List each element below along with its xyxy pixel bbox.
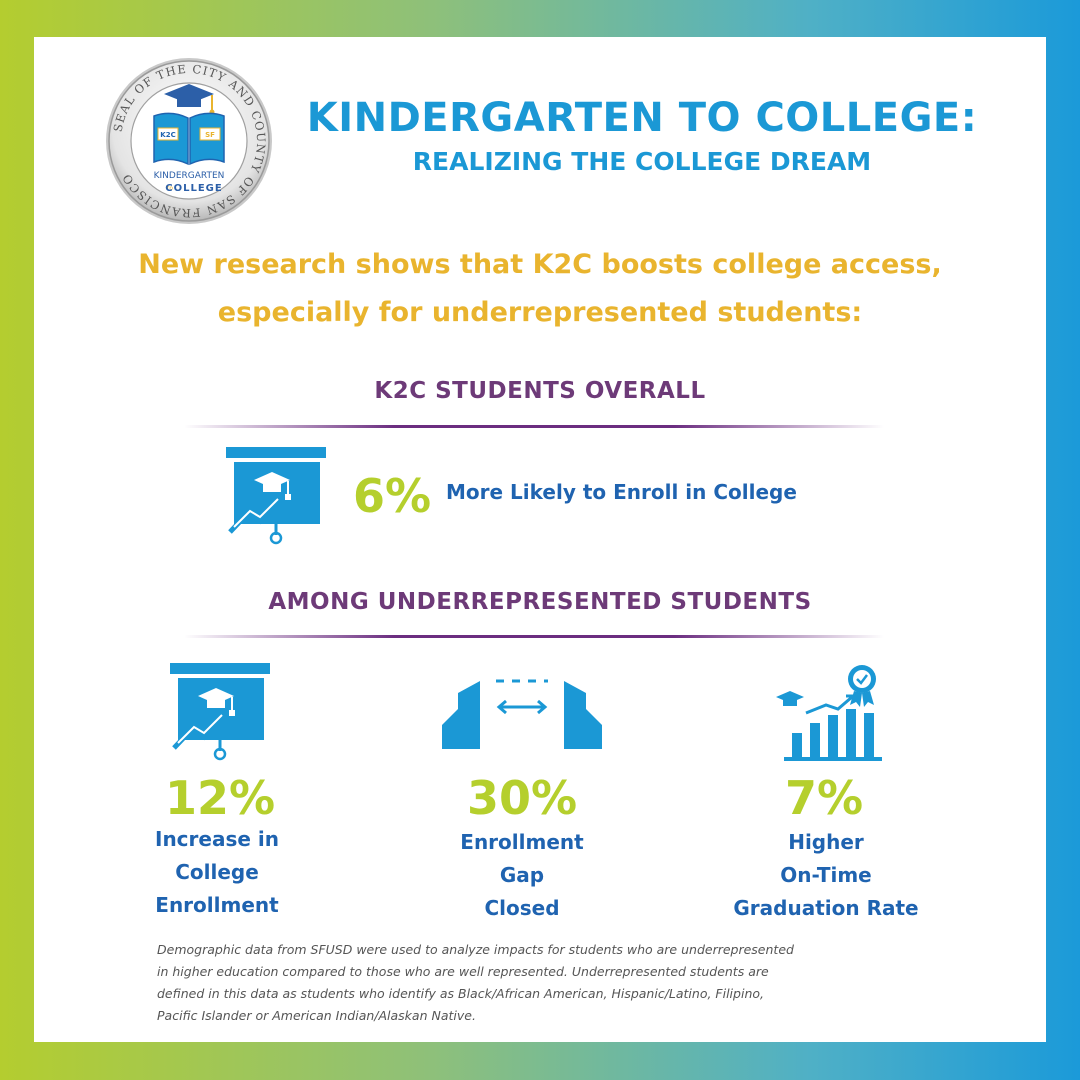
research-intro-line1: New research shows that K2C boosts colle… <box>138 249 942 280</box>
seal-logo-line1: KINDERGARTEN <box>154 171 225 181</box>
overall-percent: 6% <box>352 469 432 523</box>
stat-3-label: Higher On-Time Graduation Rate <box>706 826 946 925</box>
stat-2-label-line2: Gap <box>499 863 545 887</box>
city-seal-logo: SEAL OF THE CITY AND COUNTY OF SAN FRANC… <box>106 58 272 224</box>
methodology-footnote: Demographic data from SFUSD were used to… <box>157 939 927 1027</box>
infographic-card: SEAL OF THE CITY AND COUNTY OF SAN FRANC… <box>34 37 1046 1042</box>
stat-3-label-line2: On-Time <box>780 863 872 887</box>
stat-1-label-line2: College <box>175 860 259 884</box>
stat-2-label-line1: Enrollment <box>460 830 584 854</box>
stat-1-label-line3: Enrollment <box>155 893 279 917</box>
seal-logo-to: to <box>167 185 173 192</box>
stat-3-percent: 7% <box>784 771 864 825</box>
stat-3-label-line3: Graduation Rate <box>733 896 919 920</box>
seal-badge-sf: SF <box>205 131 215 139</box>
stat-2-percent: 30% <box>466 771 578 825</box>
seal-badge-k2c: K2C <box>160 131 175 139</box>
research-intro: New research shows that K2C boosts colle… <box>34 241 1046 337</box>
section-divider-underrepresented <box>184 635 884 638</box>
page-title: KINDERGARTEN TO COLLEGE: <box>306 95 978 141</box>
footnote-line1: Demographic data from SFUSD were used to… <box>157 942 794 957</box>
stat-1-label-line1: Increase in <box>155 827 279 851</box>
stat-2-label-line3: Closed <box>484 896 560 920</box>
stat-1-percent: 12% <box>164 771 276 825</box>
stat-1-label: Increase in College Enrollment <box>97 823 337 922</box>
presentation-grad-chart-icon-2 <box>170 663 270 761</box>
research-intro-line2: especially for underrepresented students… <box>217 297 863 328</box>
graduation-growth-chart-icon <box>776 665 882 761</box>
section-divider-overall <box>184 425 884 428</box>
footnote-line4: Pacific Islander or American Indian/Alas… <box>157 1008 476 1023</box>
footnote-line3: defined in this data as students who ide… <box>157 986 764 1001</box>
footnote-line2: in higher education compared to those wh… <box>157 964 769 979</box>
stat-3-label-line1: Higher <box>788 830 864 854</box>
section-heading-overall: K2C STUDENTS OVERALL <box>374 378 706 404</box>
section-heading-underrepresented: AMONG UNDERREPRESENTED STUDENTS <box>268 589 812 615</box>
overall-label: More Likely to Enroll in College <box>446 480 797 504</box>
seal-logo-line2: COLLEGE <box>165 183 222 194</box>
page-subtitle: REALIZING THE COLLEGE DREAM <box>412 147 872 176</box>
gap-closed-icon <box>442 679 602 749</box>
presentation-grad-chart-icon <box>226 447 326 545</box>
stat-2-label: Enrollment Gap Closed <box>402 826 642 925</box>
